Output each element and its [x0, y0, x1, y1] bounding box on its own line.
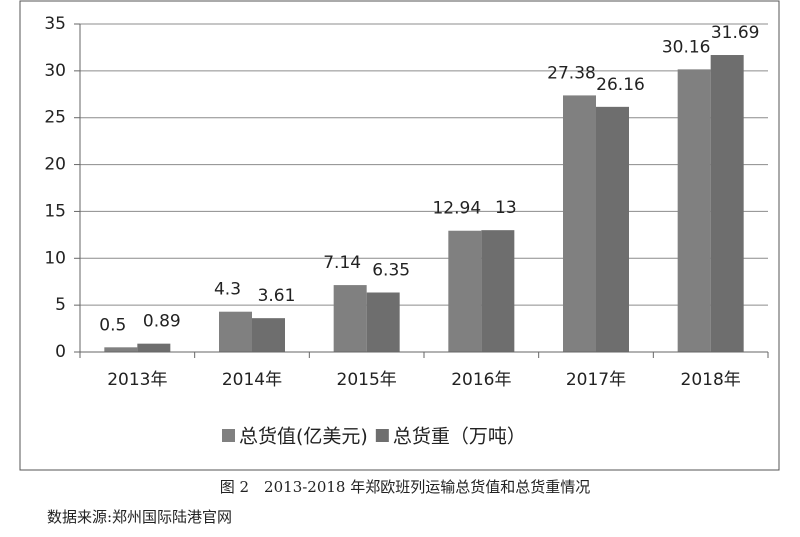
x-tick-label: 2014年 — [222, 370, 282, 390]
y-tick-label: 35 — [44, 14, 66, 34]
data-label: 13 — [495, 198, 517, 218]
bar — [563, 95, 596, 353]
bar — [710, 55, 744, 352]
y-tick-label: 10 — [44, 248, 66, 268]
x-tick-label: 2018年 — [681, 370, 741, 390]
bar — [137, 343, 171, 352]
caption: 图 2 2013-2018 年郑欧班列运输总货值和总货重情况 — [220, 478, 591, 496]
bar — [333, 285, 367, 352]
bar — [448, 230, 482, 352]
source: 数据来源:郑州国际陆港官网 — [47, 508, 232, 526]
data-label: 3.61 — [258, 286, 296, 306]
legend-swatch — [375, 429, 389, 442]
y-tick-label: 5 — [55, 295, 66, 315]
data-label: 12.94 — [432, 199, 481, 219]
legend-swatch — [222, 429, 235, 442]
y-tick-label: 20 — [44, 155, 66, 175]
y-tick-label: 0 — [55, 342, 66, 362]
y-tick-label: 25 — [44, 108, 66, 128]
x-tick-label: 2016年 — [451, 370, 511, 390]
data-label: 31.69 — [711, 23, 760, 43]
x-tick-label: 2015年 — [337, 370, 397, 390]
x-tick-label: 2017年 — [566, 370, 626, 390]
chart-frame — [19, 0, 780, 471]
bar — [481, 230, 515, 352]
legend-label: 总货重（万吨） — [393, 426, 526, 448]
data-label: 0.5 — [99, 315, 126, 335]
data-label: 7.14 — [323, 253, 361, 273]
bar — [596, 106, 629, 352]
bar — [252, 318, 285, 352]
data-label: 27.38 — [547, 63, 596, 83]
data-label: 0.89 — [143, 312, 181, 332]
y-tick-label: 30 — [44, 61, 66, 81]
bar — [219, 311, 252, 352]
y-tick-label: 15 — [44, 201, 66, 221]
data-label: 6.35 — [372, 260, 410, 280]
data-label: 30.16 — [662, 37, 711, 57]
bar — [366, 292, 400, 352]
bar — [104, 347, 138, 352]
bar — [677, 69, 711, 352]
legend-label: 总货值(亿美元) — [239, 426, 368, 448]
data-label: 26.16 — [596, 75, 645, 95]
x-tick-label: 2013年 — [107, 370, 167, 390]
data-label: 4.3 — [214, 280, 241, 300]
